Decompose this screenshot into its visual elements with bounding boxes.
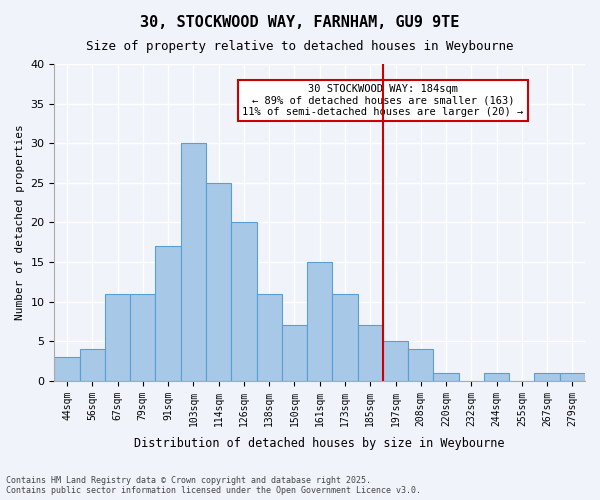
Bar [383,342,408,381]
Y-axis label: Number of detached properties: Number of detached properties [15,124,25,320]
X-axis label: Distribution of detached houses by size in Weybourne: Distribution of detached houses by size … [134,437,505,450]
Bar [206,183,231,381]
Bar [130,294,155,381]
Bar [408,349,433,381]
Bar [282,326,307,381]
Bar [181,143,206,381]
Text: Size of property relative to detached houses in Weybourne: Size of property relative to detached ho… [86,40,514,53]
Bar [55,357,80,381]
Bar [105,294,130,381]
Bar [155,246,181,381]
Text: Contains HM Land Registry data © Crown copyright and database right 2025.
Contai: Contains HM Land Registry data © Crown c… [6,476,421,495]
Bar [231,222,257,381]
Bar [257,294,282,381]
Bar [560,373,585,381]
Bar [80,349,105,381]
Bar [433,373,458,381]
Text: 30 STOCKWOOD WAY: 184sqm
← 89% of detached houses are smaller (163)
11% of semi-: 30 STOCKWOOD WAY: 184sqm ← 89% of detach… [242,84,523,117]
Bar [535,373,560,381]
Text: 30, STOCKWOOD WAY, FARNHAM, GU9 9TE: 30, STOCKWOOD WAY, FARNHAM, GU9 9TE [140,15,460,30]
Bar [358,326,383,381]
Bar [484,373,509,381]
Bar [332,294,358,381]
Bar [307,262,332,381]
